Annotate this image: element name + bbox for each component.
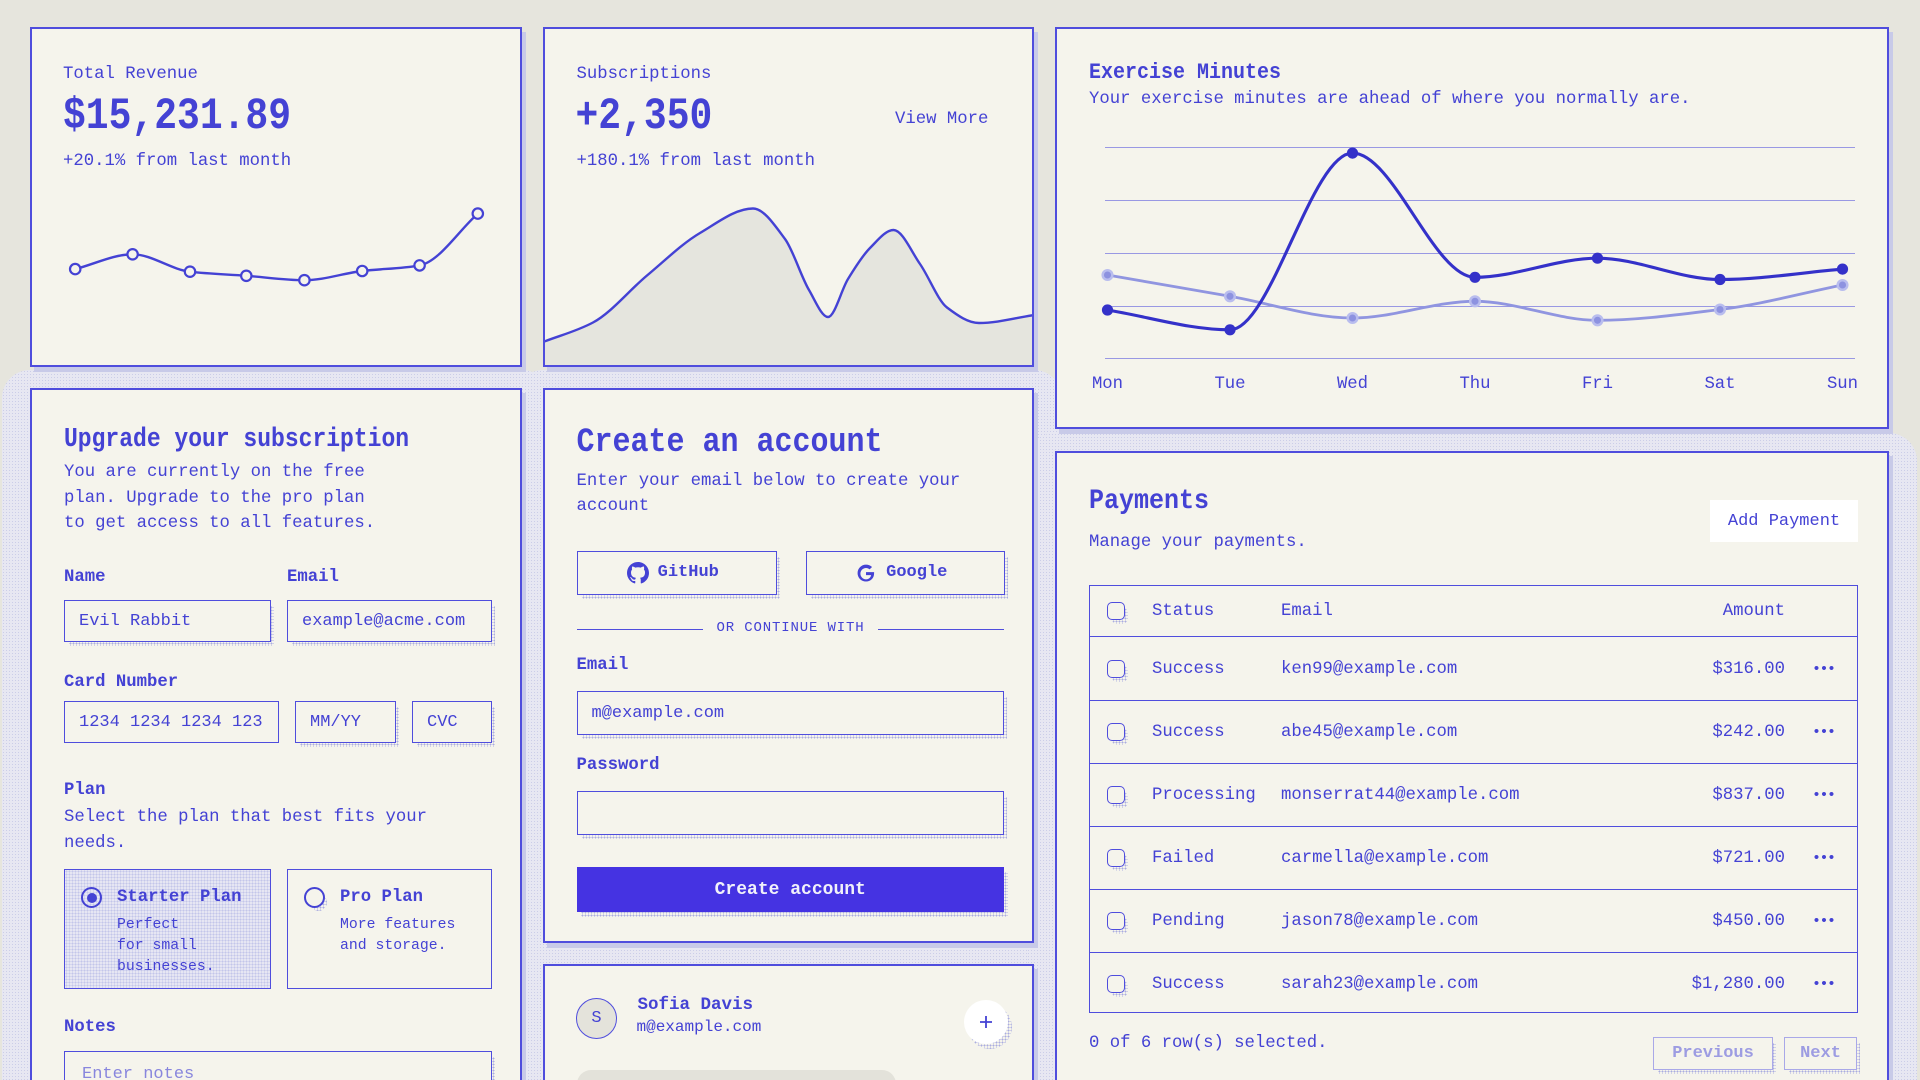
svg-text:Sat: Sat [1704,375,1735,394]
svg-text:Wed: Wed [1337,375,1368,394]
svg-text:Tue: Tue [1214,375,1245,394]
svg-text:Mon: Mon [1092,375,1123,394]
svg-text:Fri: Fri [1582,375,1613,394]
svg-text:Thu: Thu [1459,375,1490,394]
svg-text:Sun: Sun [1827,375,1858,394]
